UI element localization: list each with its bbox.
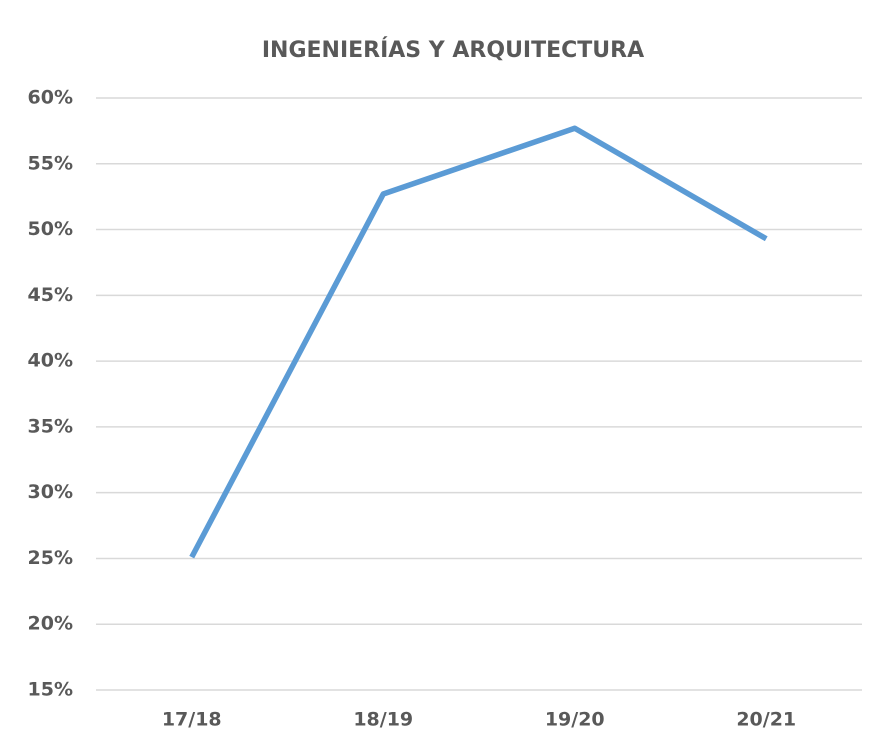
y-tick-label: 55% — [28, 152, 73, 174]
x-tick-label: 19/20 — [545, 709, 605, 731]
y-tick-label: 45% — [28, 284, 73, 306]
x-tick-label: 17/18 — [162, 709, 222, 731]
x-tick-label: 18/19 — [353, 709, 413, 731]
y-tick-label: 25% — [28, 547, 73, 569]
y-tick-label: 30% — [28, 481, 73, 503]
x-tick-label: 20/21 — [736, 709, 796, 731]
y-tick-label: 60% — [28, 87, 73, 109]
data-line — [189, 125, 768, 559]
y-tick-label: 35% — [28, 415, 73, 437]
chart-title: INGENIERÍAS Y ARQUITECTURA — [262, 37, 644, 63]
y-tick-label: 20% — [28, 613, 73, 635]
y-tick-label: 40% — [28, 350, 73, 372]
y-tick-label: 15% — [28, 679, 73, 701]
y-tick-label: 50% — [28, 218, 73, 240]
